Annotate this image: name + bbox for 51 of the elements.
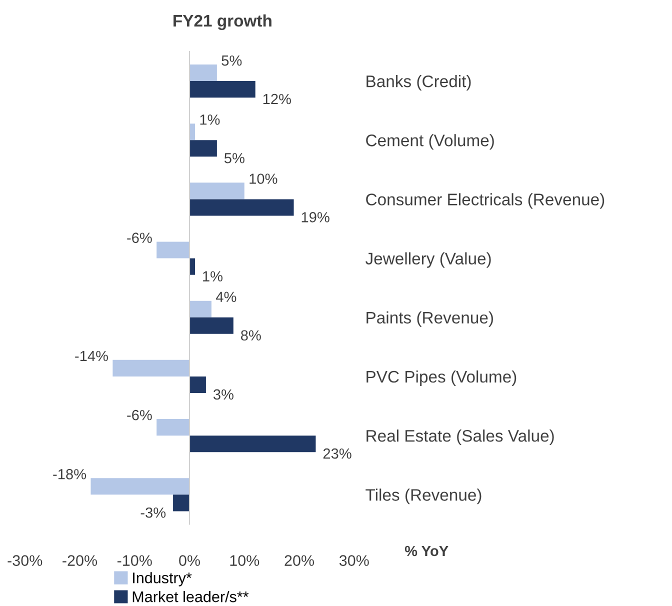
bar [112,360,190,376]
x-tick-label: 0% [179,555,200,566]
y-tick-label: Tiles (Revenue) [366,488,482,504]
bar [190,81,256,98]
data-label: -3% [140,507,166,518]
x-axis-title: % YoY [404,546,448,556]
bar [190,258,195,275]
bar [190,436,316,452]
data-label: 5% [222,55,242,66]
y-tick-label: Cement (Volume) [366,134,494,150]
x-tick-label: -10% [117,555,152,566]
bar [190,199,294,216]
bar [156,242,190,258]
data-label: -14% [75,350,108,362]
x-tick-label: -20% [62,555,98,566]
chart-title: FY21 growth [174,14,272,30]
y-tick-label: Jewellery (Value) [366,252,491,268]
data-label: 1% [203,271,222,282]
x-tick-label: 10% [230,555,260,566]
bar [190,317,234,334]
legend-label: Market leader/s** [132,590,249,602]
y-tick-label: Real Estate (Sales Value) [366,430,554,446]
data-label: 19% [302,212,330,222]
bar [190,124,195,140]
data-label: 8% [240,330,261,341]
x-tick-label: 20% [284,555,314,566]
bar [190,64,217,82]
bar [156,419,190,436]
bar [173,494,190,512]
data-label: 3% [213,389,234,400]
data-label: 23% [323,448,352,459]
y-tick-label: Paints (Revenue) [366,311,493,327]
x-tick-label: -30% [8,555,42,566]
legend-label: Industry* [133,572,192,586]
data-label: -6% [127,232,152,243]
bar [190,300,212,318]
bar [190,140,217,157]
data-label: -18% [53,469,86,480]
bar [190,182,244,200]
x-tick-label: 30% [339,555,369,566]
y-tick-label: Banks (Credit) [366,75,471,91]
data-label: 1% [200,114,220,125]
data-label: 5% [224,153,244,164]
data-label: 10% [250,174,278,184]
data-label: -6% [127,410,152,420]
data-label: 12% [263,94,291,104]
bar [90,478,190,495]
y-tick-label: PVC Pipes (Volume) [366,370,516,386]
bar [190,376,206,394]
data-label: 4% [216,292,236,302]
y-tick-label: Consumer Electricals (Revenue) [366,193,604,209]
